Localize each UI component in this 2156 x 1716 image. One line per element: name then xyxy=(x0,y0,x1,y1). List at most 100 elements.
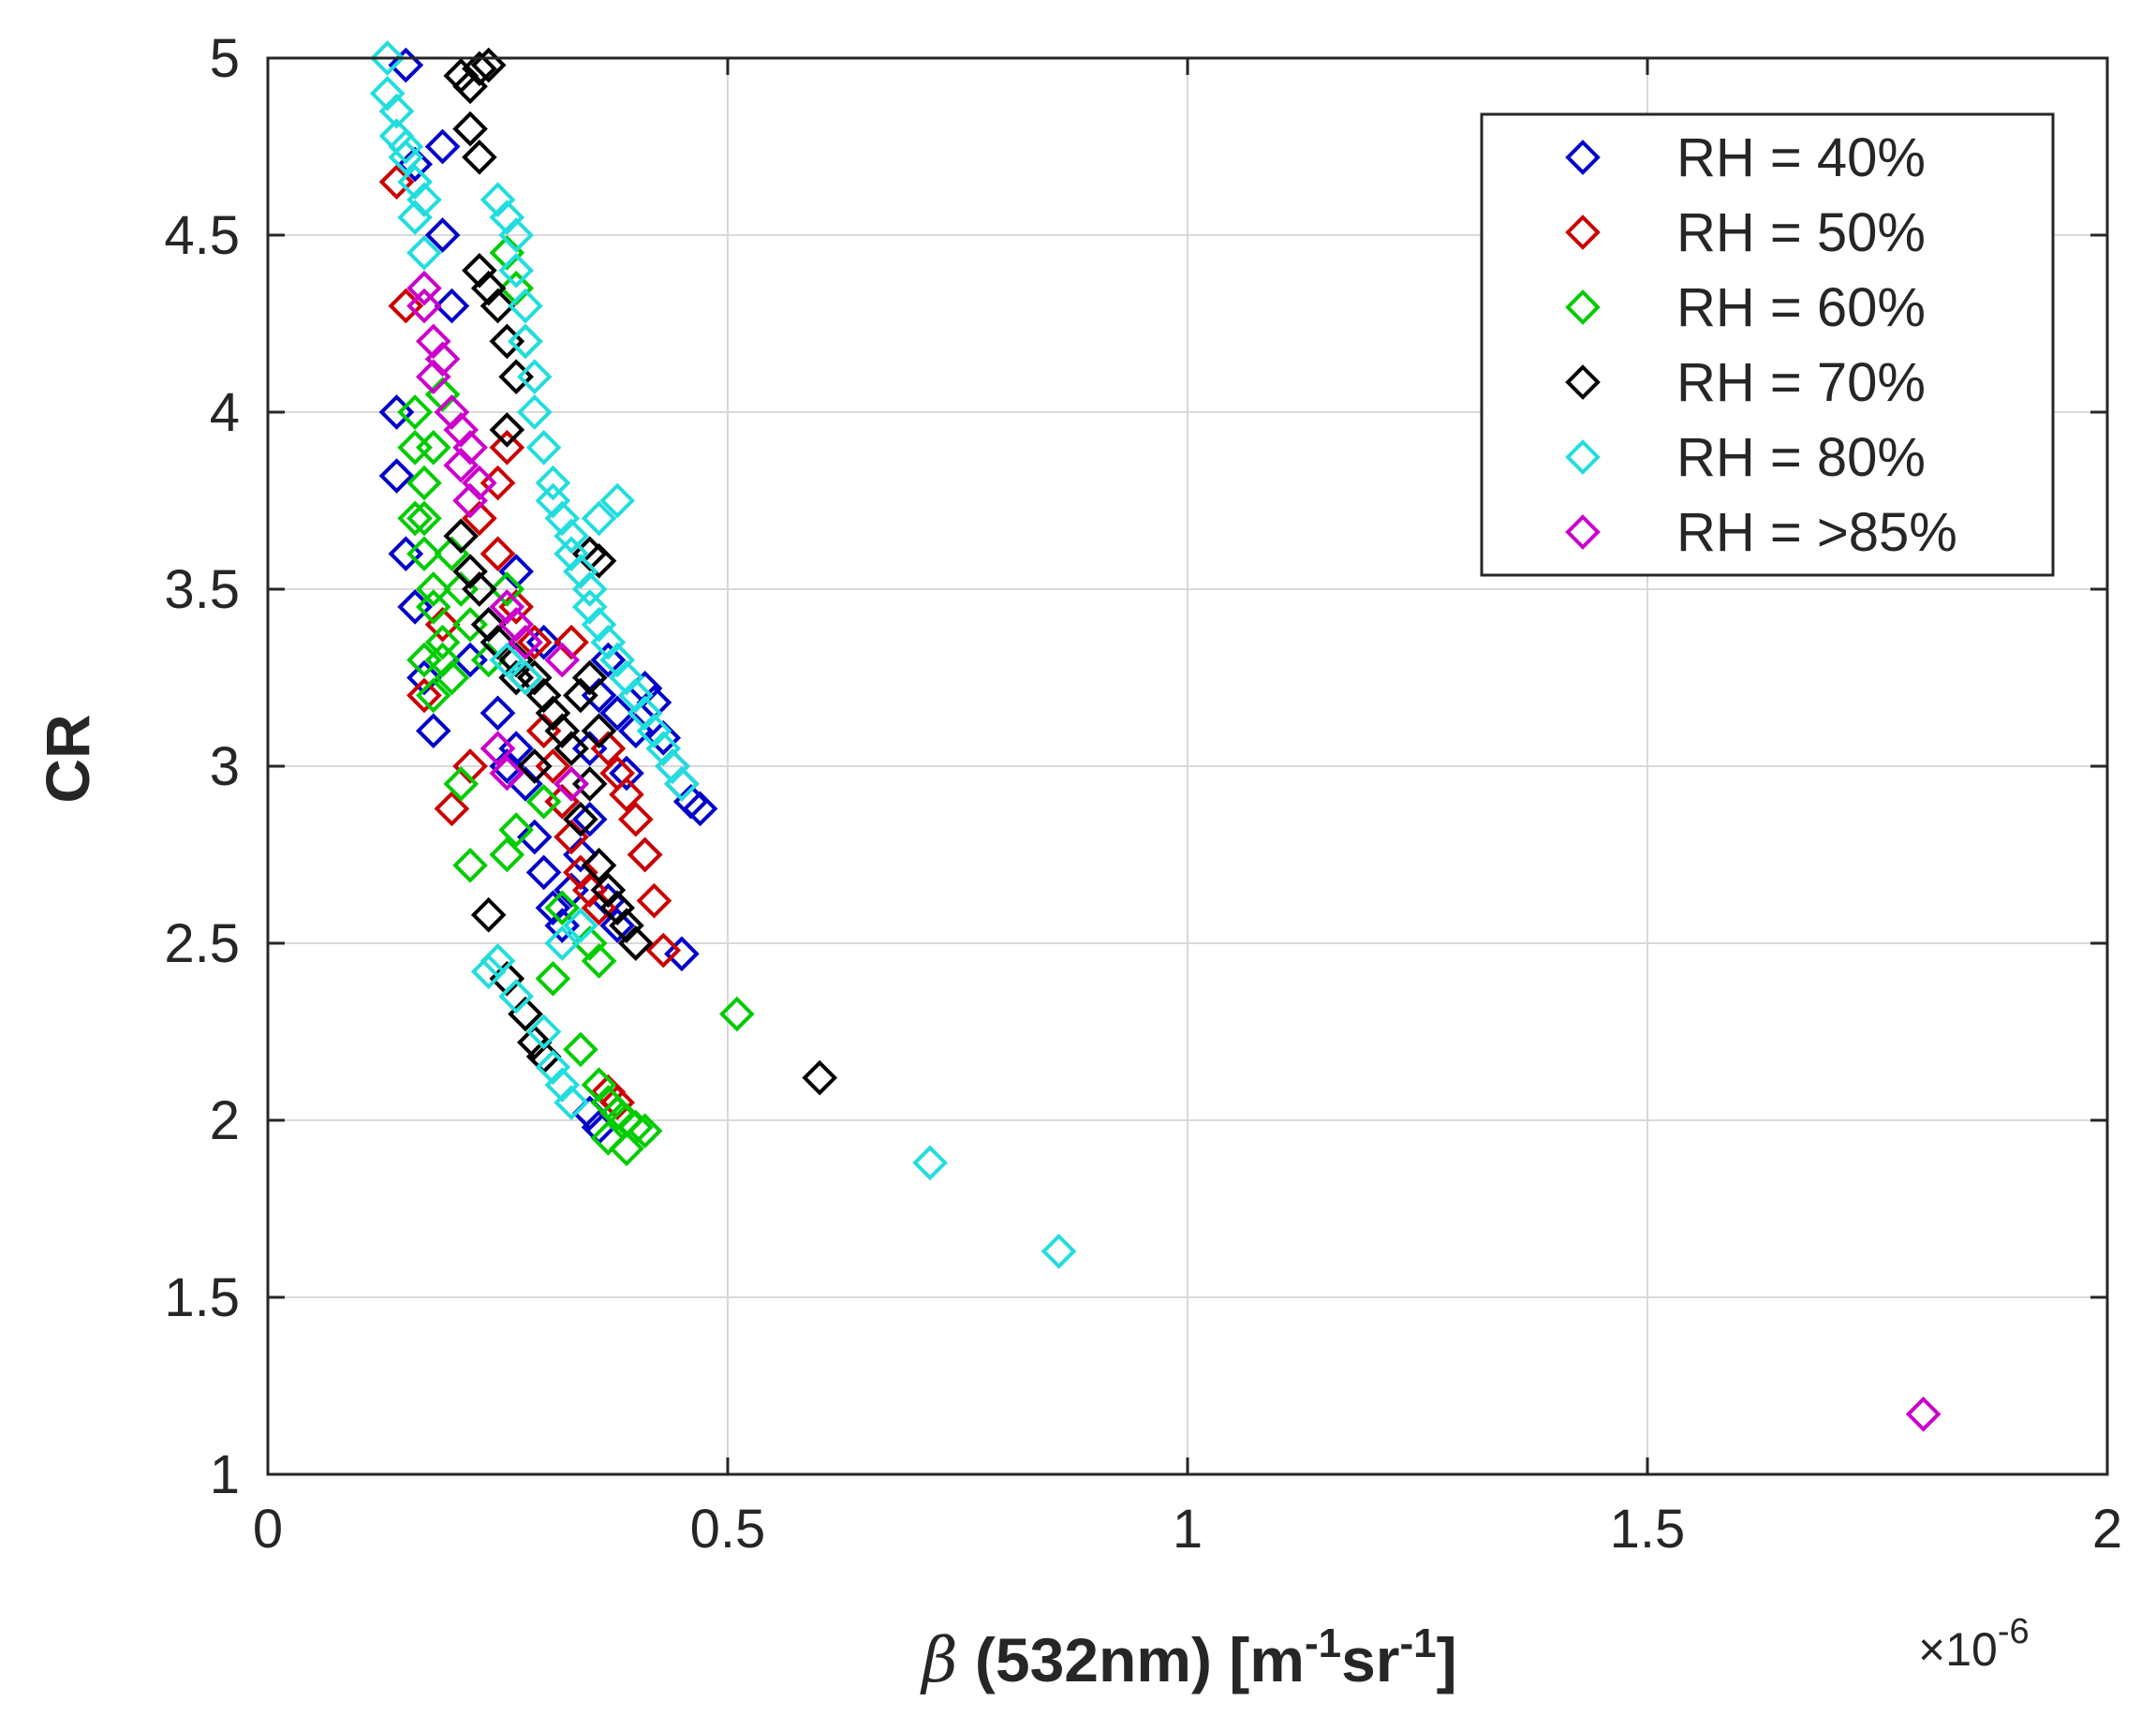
y-tick-label: 4.5 xyxy=(164,205,240,266)
data-point xyxy=(718,996,755,1032)
data-point xyxy=(424,624,461,660)
y-tick-label: 3.5 xyxy=(164,559,240,620)
data-point xyxy=(590,872,627,909)
data-point xyxy=(544,890,581,926)
data-point xyxy=(599,695,635,732)
y-tick-label: 5 xyxy=(210,28,240,89)
legend-label: RH = 50% xyxy=(1676,202,1926,263)
legend-item: RH = 50% xyxy=(1565,202,1926,263)
data-point xyxy=(516,748,553,784)
data-point xyxy=(563,854,598,891)
x-tick-label: 0 xyxy=(253,1499,283,1560)
data-point xyxy=(609,777,644,813)
data-point xyxy=(554,766,589,802)
legend-label: RH = 40% xyxy=(1676,127,1926,188)
data-point xyxy=(535,1049,571,1086)
data-point xyxy=(498,812,534,848)
data-point xyxy=(406,182,442,218)
data-point xyxy=(599,890,635,926)
data-point xyxy=(406,642,442,678)
data-point xyxy=(378,93,415,129)
data-point xyxy=(498,252,534,288)
data-point xyxy=(554,1085,589,1120)
data-point xyxy=(571,571,608,607)
data-point xyxy=(480,182,516,218)
axis-ticks: 0 0.5 1 1.5 2 1 1.5 2 2.5 3 3.5 4 4.5 5 xyxy=(164,28,2122,1560)
legend-label: RH = >85% xyxy=(1676,502,1957,563)
legend-marker xyxy=(1565,439,1601,475)
data-point xyxy=(645,932,682,969)
data-point xyxy=(599,642,635,678)
data-point xyxy=(452,68,488,105)
data-point xyxy=(424,217,461,253)
data-point xyxy=(452,748,488,784)
legend-item: RH = 80% xyxy=(1565,427,1926,488)
data-point xyxy=(581,848,617,883)
legend-label: RH = 80% xyxy=(1676,427,1926,488)
data-point xyxy=(489,589,525,625)
data-point xyxy=(627,1113,663,1149)
data-point xyxy=(609,755,644,791)
data-point xyxy=(415,359,451,395)
data-point xyxy=(498,217,534,253)
data-point xyxy=(525,854,562,891)
data-point xyxy=(645,719,682,756)
data-point xyxy=(664,766,700,802)
data-point xyxy=(443,412,480,448)
data-point xyxy=(571,659,608,696)
data-point xyxy=(489,429,525,466)
data-point xyxy=(498,554,534,589)
x-axis-unit-sup2: -1 xyxy=(1399,1620,1436,1666)
data-point xyxy=(480,624,516,660)
data-point xyxy=(415,429,451,466)
data-point xyxy=(406,288,442,324)
legend-box xyxy=(1480,112,2055,577)
x-axis-title: β (532nm) [m-1sr-1] xyxy=(919,1620,1456,1696)
data-point xyxy=(599,908,635,943)
series-5 xyxy=(406,270,1942,1432)
data-point xyxy=(462,465,497,501)
data-point xyxy=(544,925,581,961)
data-point xyxy=(581,542,617,579)
data-point xyxy=(443,447,480,483)
data-point xyxy=(489,755,525,791)
data-point xyxy=(581,500,617,537)
data-point xyxy=(489,642,525,678)
data-point xyxy=(462,140,497,175)
data-point xyxy=(544,1067,581,1103)
data-point xyxy=(369,40,406,76)
data-point xyxy=(424,341,461,377)
data-point xyxy=(480,695,516,732)
y-tick-label: 4 xyxy=(210,382,240,443)
data-point xyxy=(912,1145,948,1181)
y-tick-label: 2 xyxy=(210,1090,240,1151)
data-point xyxy=(415,323,451,360)
data-point xyxy=(535,482,571,519)
x-tick-label: 1 xyxy=(1173,1499,1203,1560)
data-point xyxy=(1905,1396,1942,1432)
data-point xyxy=(636,713,672,749)
data-point xyxy=(563,908,598,943)
data-point xyxy=(516,359,553,395)
data-point xyxy=(397,164,433,200)
data-point xyxy=(508,288,543,324)
data-point xyxy=(664,936,700,972)
y-tick-label: 1.5 xyxy=(164,1267,240,1328)
data-point xyxy=(489,200,525,235)
data-point xyxy=(388,128,424,165)
data-point xyxy=(525,783,562,820)
data-point xyxy=(508,323,543,360)
data-point xyxy=(516,624,553,660)
data-point xyxy=(406,536,442,572)
data-point xyxy=(424,128,461,165)
data-point xyxy=(590,1120,627,1156)
data-point xyxy=(397,394,433,430)
data-point xyxy=(452,429,488,466)
legend-marker xyxy=(1565,214,1601,250)
data-point xyxy=(388,140,424,175)
legend: RH = 40% RH = 50% RH = 60% RH = 70% RH = 80%… xyxy=(1480,112,2055,577)
data-point xyxy=(397,200,433,235)
data-point xyxy=(369,75,406,111)
data-point xyxy=(516,1025,553,1060)
data-point xyxy=(1041,1234,1077,1269)
